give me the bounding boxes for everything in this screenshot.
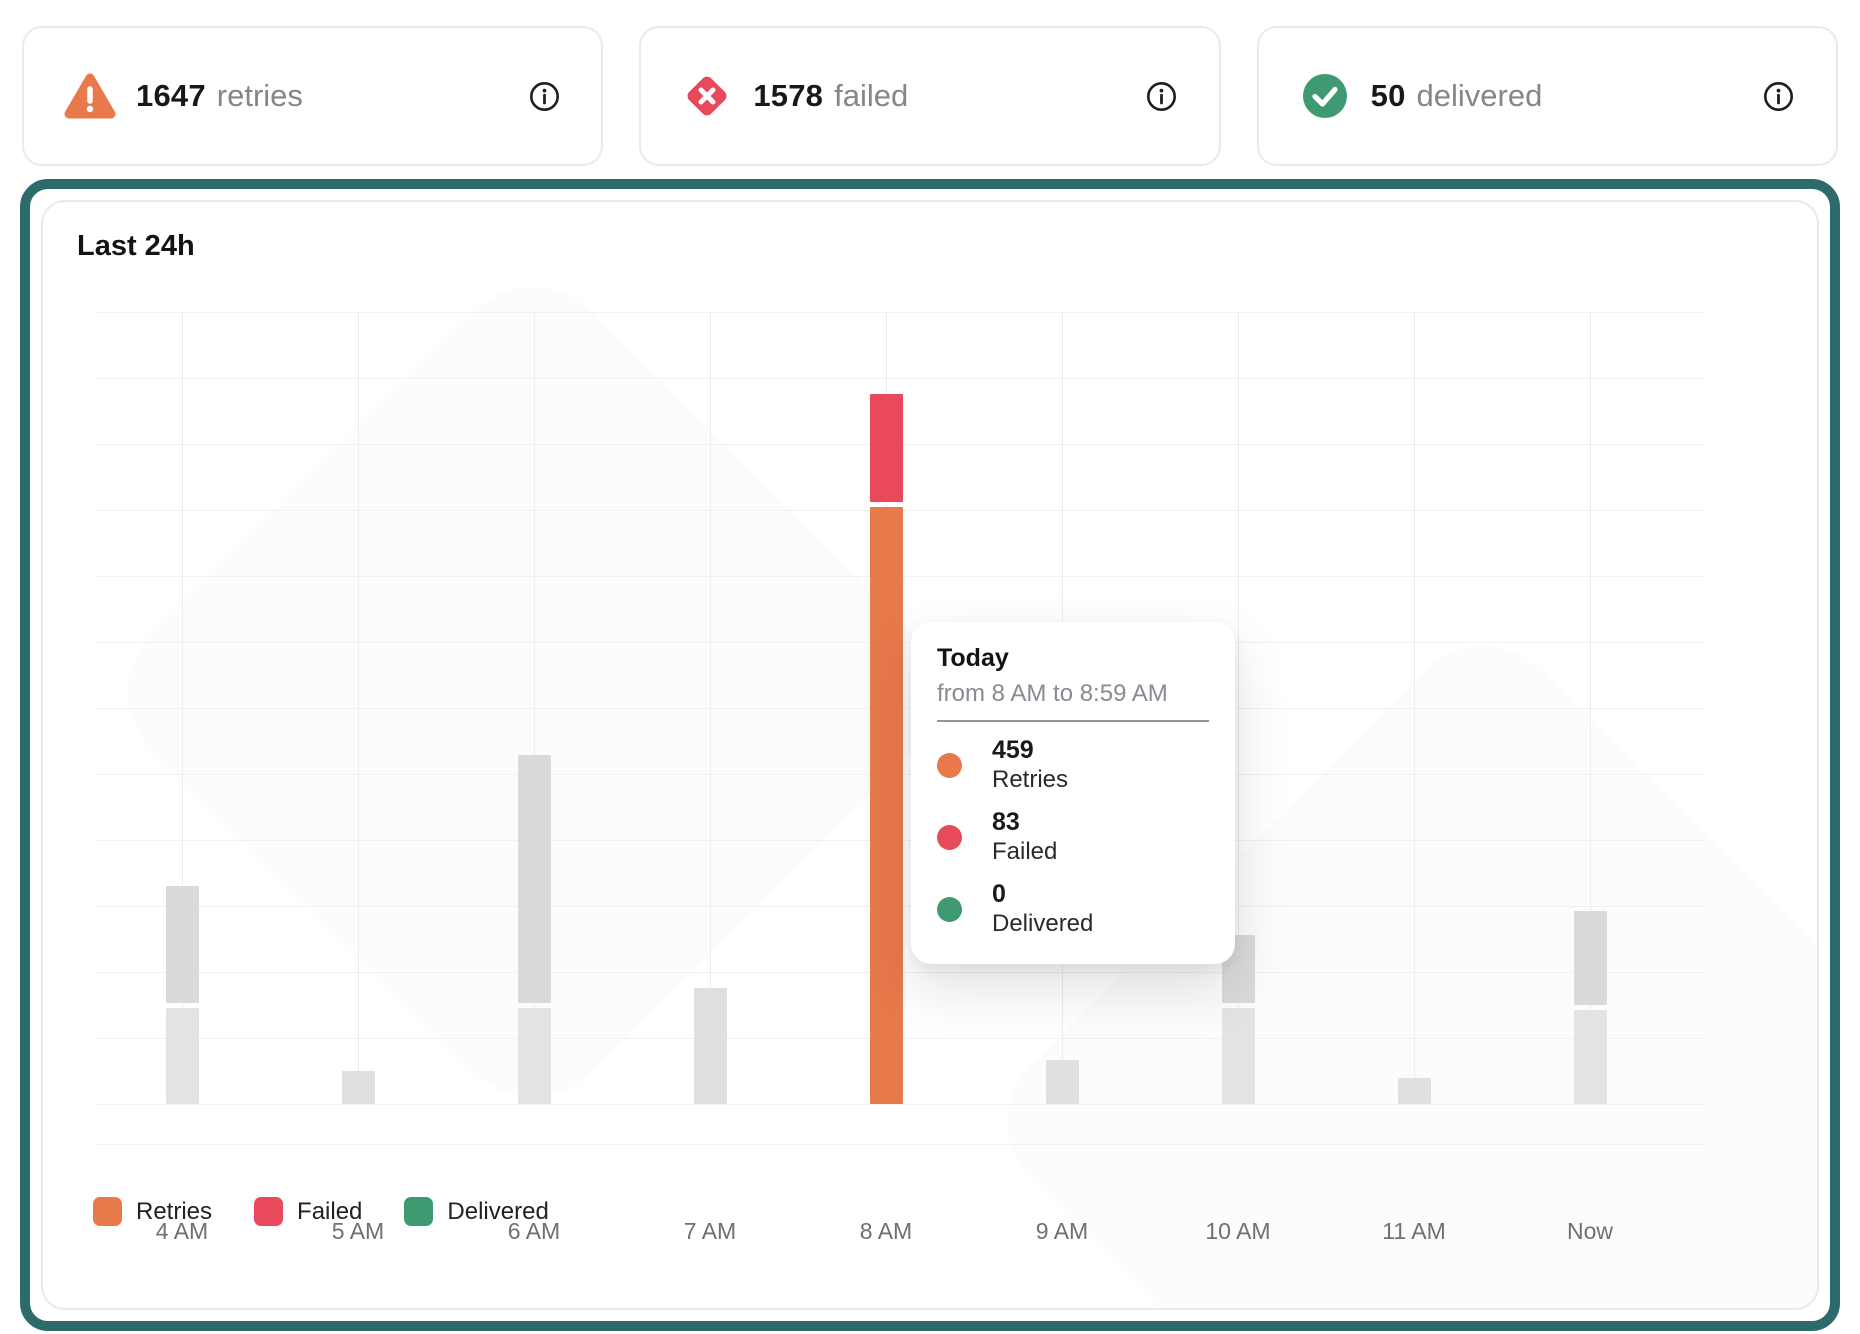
axis-sub-line [96,1144,1704,1145]
tooltip-subtitle: from 8 AM to 8:59 AM [937,680,1168,707]
tooltip-label: Failed [992,838,1058,865]
x-axis-label: 4 AM [155,1218,209,1244]
legend-label: Failed [297,1197,363,1225]
legend-label: Retries [136,1197,213,1225]
x-axis-label: 5 AM [331,1218,385,1244]
x-axis-label: 10 AM [1205,1218,1271,1244]
stat-label: retries [216,78,303,113]
legend-item-retries[interactable]: Retries [93,1197,212,1226]
bar-segment-retries-9am[interactable] [1045,1060,1079,1104]
gridline-vertical [182,312,183,1104]
x-axis: 4 AM 5 AM 6 AM 7 AM 8 AM 9 AM 10 AM 11 AM Now [96,1218,1704,1258]
tooltip-row: 459 Retries [927,736,1209,794]
bar-segment-retries-6am[interactable] [517,1008,551,1104]
chart-card: Last 24h 4 AM 5 AM 6 AM 7 AM 8 AM 9 AM 10 AM 11… [41,200,1819,1310]
tooltip-value: 459 [992,736,1034,764]
tooltip-value: 0 [992,880,1006,908]
bar-segment-retries-now[interactable] [1573,1010,1607,1104]
retries-dot-icon [937,752,962,778]
gridline-vertical [534,312,535,1104]
gridline-horizontal [96,1104,1704,1105]
x-diamond-icon [681,70,733,122]
failed-swatch-icon [254,1197,284,1226]
failed-dot-icon [937,824,962,850]
bar-segment-retries-11am[interactable] [1397,1078,1431,1104]
retries-swatch-icon [93,1197,122,1226]
legend-item-failed[interactable]: Failed [254,1197,362,1226]
x-axis-label: 7 AM [683,1218,737,1244]
bar-segment-retries-7am[interactable] [693,988,727,1104]
stat-label: failed [834,78,909,113]
gridline-vertical [1238,312,1239,1104]
tooltip: Today from 8 AM to 8:59 AM 459 Retries 8… [911,622,1235,964]
chart-panel: Last 24h 4 AM 5 AM 6 AM 7 AM 8 AM 9 AM 10 AM 11… [20,179,1840,1331]
bar-segment-failed-8am[interactable] [869,394,903,502]
chart-legend: Retries Failed Delivered [93,1197,549,1226]
tooltip-row: 0 Delivered [927,880,1209,938]
bar-segment-failed-now[interactable] [1573,911,1607,1005]
gridline-horizontal [96,312,1704,313]
info-icon[interactable] [1762,79,1796,113]
tooltip-row: 83 Failed [927,808,1209,866]
info-icon[interactable] [1145,79,1179,113]
plot-area [96,312,1704,1105]
bar-segment-retries-5am[interactable] [341,1071,375,1104]
x-axis-label: 6 AM [507,1218,561,1244]
tooltip-label: Delivered [992,910,1094,937]
chart-title: Last 24h [77,230,195,262]
info-icon[interactable] [527,79,561,113]
warning-triangle-icon [64,70,116,122]
bar-segment-retries-4am[interactable] [165,1008,199,1104]
gridline-vertical [1414,312,1415,1104]
x-axis-label: 9 AM [1035,1218,1089,1244]
stat-card-retries: 1647 retries [22,26,604,166]
tooltip-label: Retries [992,766,1069,793]
stats-row: 1647 retries 1578 failed [0,0,1860,166]
gridline-vertical [358,312,359,1104]
gridline-vertical [710,312,711,1104]
tooltip-divider [937,720,1209,722]
gridline-horizontal [96,378,1704,379]
x-axis-label: 8 AM [859,1218,913,1244]
tooltip-title: Today [937,644,1009,672]
delivered-swatch-icon [404,1197,434,1226]
stat-label: delivered [1416,78,1543,113]
delivered-dot-icon [937,896,962,922]
stat-value: 50 [1370,78,1406,113]
bar-segment-failed-4am[interactable] [165,886,199,1003]
stat-card-delivered: 50 delivered [1256,26,1838,166]
legend-item-delivered[interactable]: Delivered [404,1197,549,1226]
stat-card-failed: 1578 failed [639,26,1221,166]
x-axis-label: 11 AM [1382,1218,1446,1244]
bar-segment-retries-10am[interactable] [1221,1008,1255,1104]
bar-segment-failed-6am[interactable] [517,755,551,1003]
stat-value: 1578 [753,78,824,113]
gridline-vertical [1590,312,1591,1104]
legend-label: Delivered [447,1197,549,1225]
bar-segment-retries-8am[interactable] [869,507,903,1104]
x-axis-label: Now [1566,1218,1614,1244]
check-circle-icon [1299,70,1351,122]
tooltip-value: 83 [992,808,1020,836]
stat-value: 1647 [136,78,206,113]
